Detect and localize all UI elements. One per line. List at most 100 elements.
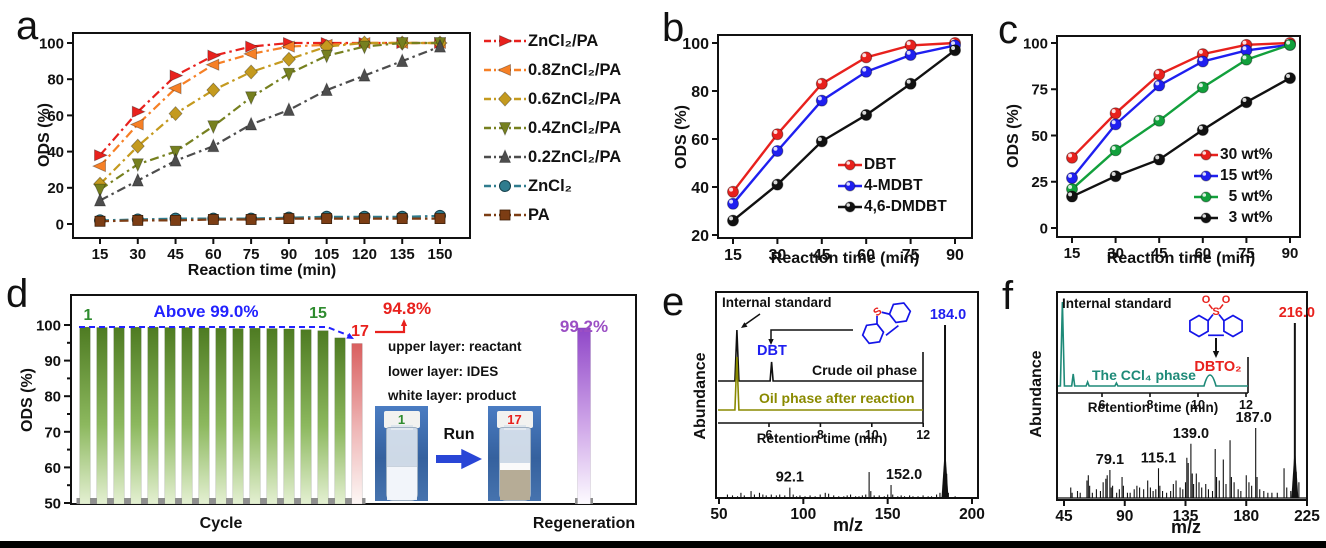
above-99-label: Above 99.0% xyxy=(153,302,259,321)
lower-layer-note: lower layer: IDES xyxy=(388,364,499,379)
svg-text:45: 45 xyxy=(1151,245,1168,262)
vial1-cap: 1 xyxy=(383,411,420,428)
panel-letter-e: e xyxy=(662,280,685,324)
svg-text:45: 45 xyxy=(1055,508,1073,525)
svg-text:100: 100 xyxy=(1023,35,1048,52)
legend-marker-tri-down xyxy=(484,122,526,136)
dbto2-structure: SO O xyxy=(1189,294,1243,338)
svg-text:200: 200 xyxy=(959,506,985,523)
legend-marker-ball xyxy=(838,180,862,192)
svg-text:50: 50 xyxy=(710,506,727,523)
legend-label: ZnCl₂/PA xyxy=(528,31,599,50)
panel-b: b 15 30 45 60 75 90 20 40 60 80 100 ODS (%) Reacti… xyxy=(660,0,1000,274)
svg-text:8: 8 xyxy=(817,428,824,442)
pct17-label: 94.8% xyxy=(382,299,432,318)
panel-d: d 50 60 70 80 90 100 ODS (%) 1 Above 99.0% 15… xyxy=(0,274,660,548)
run-label: Run xyxy=(443,426,475,443)
svg-text:25: 25 xyxy=(1031,174,1048,191)
panel-d-ylabel: ODS (%) xyxy=(19,368,36,432)
vial17-white-layer xyxy=(499,463,530,470)
vial17-lower-layer xyxy=(499,470,530,500)
panel-a: a 15 30 45 60 75 90 105 120 135 150 0 20 40 60 80 100 O… xyxy=(0,0,660,279)
legend-marker-circle xyxy=(484,180,526,192)
svg-text:S: S xyxy=(871,305,884,319)
vial17-body xyxy=(498,427,531,501)
legend-marker-ball xyxy=(1194,212,1218,224)
legend-marker-ball xyxy=(838,201,862,213)
legend-marker-ball xyxy=(838,159,862,171)
svg-text:90: 90 xyxy=(1116,508,1133,525)
svg-text:150: 150 xyxy=(427,246,452,263)
retention-time-label-e: Retention time (min) xyxy=(756,431,888,446)
legend-item: 15 wt% xyxy=(1192,167,1273,185)
legend-marker-ball xyxy=(1194,170,1218,182)
bottom-border xyxy=(0,541,1326,548)
panel-e-ylabel: Abundance xyxy=(692,352,709,440)
svg-text:75: 75 xyxy=(1238,245,1255,262)
svg-text:60: 60 xyxy=(857,247,875,264)
internal-standard-label-f: Internal standard xyxy=(1062,296,1172,311)
panel-letter-b: b xyxy=(662,6,685,50)
panel-c-xlabel: Reaction time (min) xyxy=(1106,250,1256,267)
svg-text:225: 225 xyxy=(1294,508,1320,525)
dbto2-label: DBTO₂ xyxy=(1194,359,1242,375)
vial1-liquid xyxy=(386,466,417,500)
svg-text:60: 60 xyxy=(691,132,709,149)
panel-b-xlabel: Reaction time (min) xyxy=(770,250,920,267)
legend-marker-ball xyxy=(1194,191,1218,203)
svg-text:100: 100 xyxy=(36,318,61,335)
regen-pct-label: 99.2% xyxy=(559,317,609,336)
svg-text:40: 40 xyxy=(691,180,709,197)
white-layer-note: white layer: product xyxy=(388,388,517,403)
panel-d-chart: 50 60 70 80 90 100 xyxy=(36,294,637,513)
legend-marker-tri-left xyxy=(484,63,526,77)
panel-b-ylabel: ODS (%) xyxy=(673,105,690,169)
vial-photo-cycle17: 17 xyxy=(488,406,541,501)
legend-label: DBT xyxy=(864,156,896,173)
internal-standard-label-e: Internal standard xyxy=(722,295,832,310)
svg-text:S: S xyxy=(1212,306,1219,318)
svg-text:80: 80 xyxy=(47,72,64,89)
svg-text:0: 0 xyxy=(56,216,64,233)
svg-text:135: 135 xyxy=(1173,508,1199,525)
svg-text:90: 90 xyxy=(946,247,964,264)
svg-text:30: 30 xyxy=(1107,245,1124,262)
panel-b-legend: DBT 4-MDBT 4,6-DMDBT xyxy=(836,156,947,216)
svg-text:O: O xyxy=(1222,294,1231,306)
svg-text:180: 180 xyxy=(1233,508,1259,525)
svg-text:20: 20 xyxy=(691,228,709,245)
svg-text:40: 40 xyxy=(47,144,64,161)
legend-label: 0.4ZnCl₂/PA xyxy=(528,118,622,137)
legend-label: ZnCl₂ xyxy=(528,176,572,195)
svg-text:30: 30 xyxy=(769,247,787,264)
cycle17-label: 17 xyxy=(351,323,369,340)
legend-marker-tri-right xyxy=(484,34,526,48)
legend-label: 15 wt% xyxy=(1220,167,1273,184)
crude-oil-phase-label: Crude oil phase xyxy=(812,362,918,378)
svg-text:75: 75 xyxy=(902,247,920,264)
panel-a-xlabel: Reaction time (min) xyxy=(187,262,337,279)
legend-marker-diamond xyxy=(484,91,526,107)
legend-item: 3 wt% xyxy=(1192,209,1273,227)
panel-letter-d: d xyxy=(6,272,29,316)
legend-label: 0.8ZnCl₂/PA xyxy=(528,60,622,79)
panel-f: f 45 90 135 180 225 79.1 115.1 139.0 187.0 216.0 6… xyxy=(990,274,1326,548)
legend-label: 3 wt% xyxy=(1220,209,1273,226)
svg-text:80: 80 xyxy=(691,84,709,101)
svg-text:60: 60 xyxy=(44,460,61,477)
svg-text:10: 10 xyxy=(865,428,879,442)
svg-text:90: 90 xyxy=(1282,245,1299,262)
svg-text:60: 60 xyxy=(47,108,64,125)
legend-label: 4,6-DMDBT xyxy=(864,198,947,215)
svg-text:90: 90 xyxy=(44,353,61,370)
oil-phase-after-reaction-label: Oil phase after reaction xyxy=(759,390,915,406)
panel-c-legend: 30 wt% 15 wt% 5 wt% 3 wt% xyxy=(1192,146,1273,227)
svg-text:100: 100 xyxy=(39,35,64,52)
retention-time-label-f: Retention time (min) xyxy=(1087,400,1219,415)
svg-text:6: 6 xyxy=(1099,398,1106,412)
svg-text:45: 45 xyxy=(167,246,184,263)
cycle15-label: 15 xyxy=(309,305,327,322)
panel-e: e 50 100 150 200 92.1 152.0 184.0 6 8 10 12 S Abund… xyxy=(660,274,1000,548)
panel-c-ylabel: ODS (%) xyxy=(1005,104,1022,168)
